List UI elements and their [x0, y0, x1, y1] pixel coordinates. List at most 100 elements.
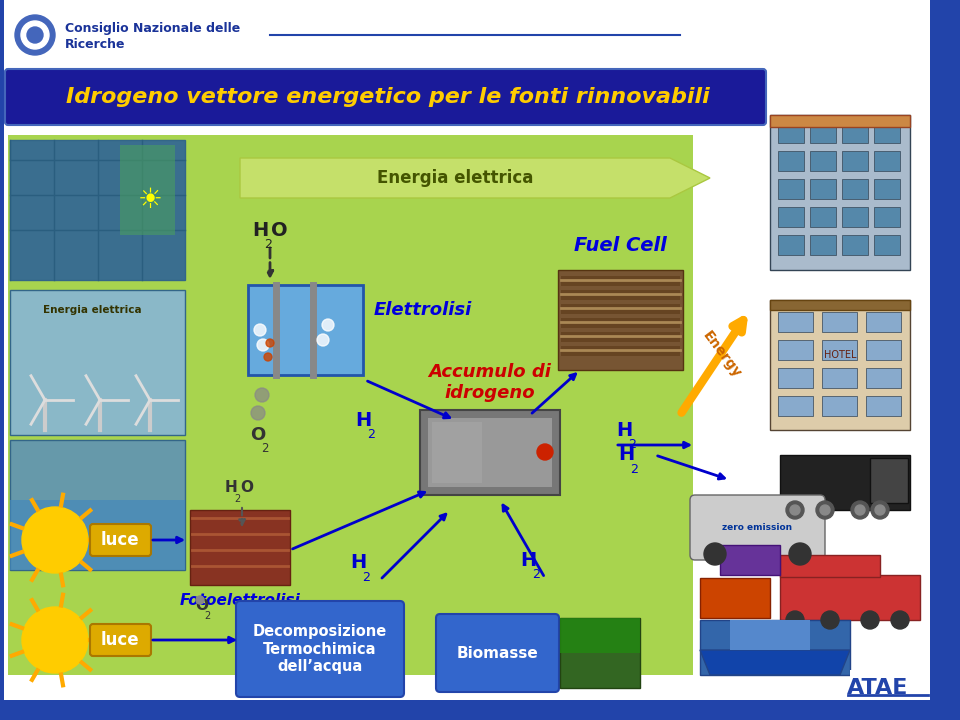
- Bar: [190, 510, 290, 585]
- Text: Elettrolisi: Elettrolisi: [374, 301, 472, 319]
- Text: 2: 2: [362, 571, 370, 584]
- Bar: [560, 618, 640, 653]
- Circle shape: [786, 611, 804, 629]
- Text: H: H: [225, 480, 238, 495]
- Text: 2: 2: [628, 438, 636, 451]
- Bar: [248, 285, 363, 375]
- Circle shape: [255, 388, 269, 402]
- Bar: [0, 0, 4, 720]
- Text: Idrogeno vettore energetico per le fonti rinnovabili: Idrogeno vettore energetico per le fonti…: [66, 87, 709, 107]
- Bar: [842, 207, 868, 227]
- Bar: [866, 396, 901, 416]
- Text: Ricerche: Ricerche: [65, 38, 126, 51]
- Text: H: H: [252, 220, 268, 240]
- Bar: [822, 340, 857, 360]
- Bar: [561, 304, 680, 314]
- Text: H: H: [520, 551, 537, 570]
- Text: HOTEL: HOTEL: [824, 350, 856, 360]
- Bar: [822, 368, 857, 388]
- Text: Energia elettrica: Energia elettrica: [377, 169, 533, 187]
- Bar: [420, 410, 560, 495]
- Circle shape: [257, 339, 269, 351]
- Bar: [10, 140, 185, 280]
- Bar: [866, 340, 901, 360]
- Bar: [770, 115, 910, 127]
- Bar: [874, 179, 900, 199]
- Bar: [778, 235, 804, 255]
- Text: 2: 2: [367, 428, 375, 441]
- FancyBboxPatch shape: [436, 614, 559, 692]
- Bar: [561, 276, 680, 286]
- Text: Fuel Cell: Fuel Cell: [574, 236, 666, 255]
- Bar: [780, 575, 920, 620]
- Bar: [930, 0, 960, 720]
- Bar: [822, 312, 857, 332]
- FancyBboxPatch shape: [690, 495, 825, 560]
- Circle shape: [891, 611, 909, 629]
- Bar: [561, 318, 680, 328]
- Circle shape: [789, 543, 811, 565]
- Circle shape: [855, 505, 865, 515]
- Circle shape: [816, 501, 834, 519]
- Text: O: O: [271, 220, 288, 240]
- Circle shape: [851, 501, 869, 519]
- Bar: [778, 179, 804, 199]
- Bar: [778, 340, 813, 360]
- Text: luce: luce: [101, 531, 139, 549]
- Circle shape: [871, 501, 889, 519]
- Circle shape: [27, 27, 43, 43]
- Bar: [810, 179, 836, 199]
- FancyBboxPatch shape: [236, 601, 404, 697]
- Text: Biomasse: Biomasse: [456, 646, 538, 660]
- Circle shape: [537, 444, 553, 460]
- Circle shape: [317, 334, 329, 346]
- Bar: [700, 578, 770, 618]
- Text: 2: 2: [532, 567, 540, 581]
- Circle shape: [790, 505, 800, 515]
- Bar: [810, 151, 836, 171]
- Bar: [874, 235, 900, 255]
- Bar: [700, 620, 850, 675]
- Bar: [874, 207, 900, 227]
- Bar: [874, 151, 900, 171]
- Bar: [778, 312, 813, 332]
- Text: O: O: [250, 426, 265, 444]
- Bar: [10, 500, 185, 570]
- Circle shape: [821, 611, 839, 629]
- Circle shape: [820, 505, 830, 515]
- Bar: [560, 618, 640, 688]
- Text: Energia elettrica: Energia elettrica: [42, 305, 141, 315]
- FancyBboxPatch shape: [90, 524, 151, 556]
- Text: zero emission: zero emission: [722, 523, 792, 533]
- Text: 2: 2: [204, 611, 210, 621]
- Text: 2: 2: [264, 238, 272, 251]
- Bar: [778, 368, 813, 388]
- Circle shape: [196, 596, 204, 604]
- Circle shape: [21, 21, 49, 49]
- Bar: [778, 123, 804, 143]
- Circle shape: [786, 501, 804, 519]
- Bar: [842, 235, 868, 255]
- Bar: [120, 145, 175, 235]
- Bar: [10, 440, 185, 570]
- Text: 2: 2: [234, 494, 241, 504]
- Text: ATAE: ATAE: [848, 678, 909, 698]
- Text: H: H: [616, 420, 633, 439]
- Text: O: O: [240, 480, 252, 495]
- Circle shape: [861, 611, 879, 629]
- Bar: [432, 422, 482, 483]
- Text: 2: 2: [261, 442, 269, 455]
- Bar: [780, 455, 910, 510]
- Bar: [10, 290, 185, 435]
- Bar: [0, 700, 960, 720]
- Bar: [558, 270, 683, 370]
- Text: Fotoelettrolisi: Fotoelettrolisi: [180, 593, 300, 608]
- Circle shape: [251, 406, 265, 420]
- Text: H: H: [618, 446, 635, 464]
- Bar: [866, 368, 901, 388]
- Circle shape: [704, 543, 726, 565]
- Circle shape: [254, 324, 266, 336]
- Text: Accumulo di
idrogeno: Accumulo di idrogeno: [428, 363, 551, 402]
- Text: Decomposizione
Termochimica
dell’acqua: Decomposizione Termochimica dell’acqua: [252, 624, 387, 674]
- Text: luce: luce: [101, 631, 139, 649]
